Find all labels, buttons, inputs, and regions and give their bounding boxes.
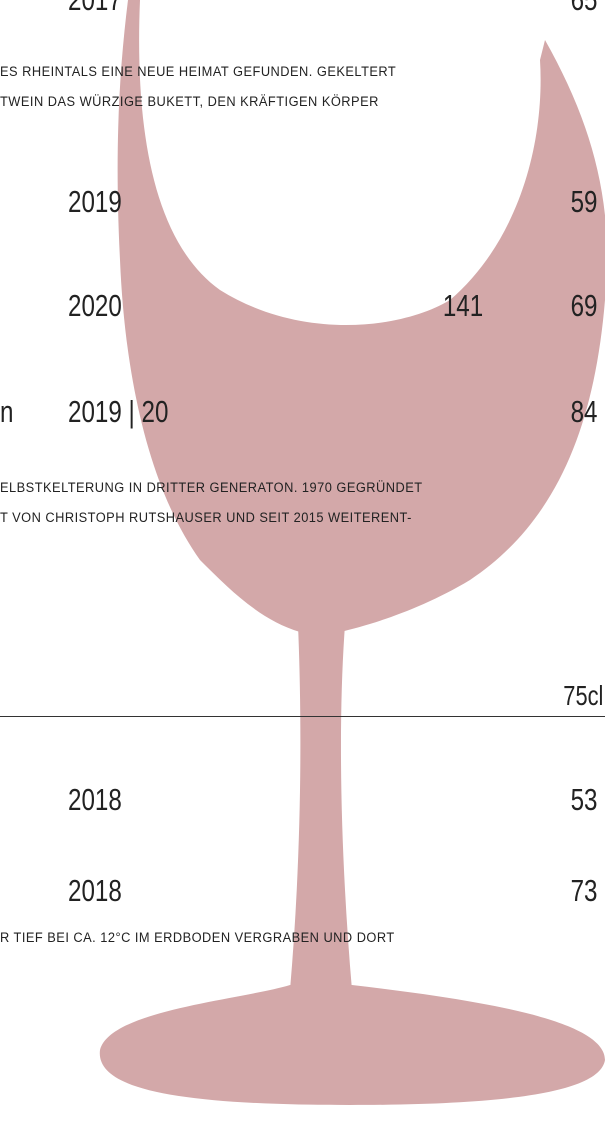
size: 141 — [442, 288, 484, 323]
description: TWEIN DAS WÜRZIGE BUKETT, DEN KRÄFTIGEN … — [0, 94, 379, 109]
price: 53 — [570, 782, 597, 817]
glass-base — [99, 985, 605, 1105]
description: R TIEF BEI CA. 12°C IM ERDBODEN VERGRABE… — [0, 930, 395, 945]
price: 73 — [570, 873, 597, 908]
year: 2020 — [68, 288, 122, 323]
divider — [0, 716, 605, 717]
price: 84 — [570, 394, 597, 429]
price: 69 — [570, 288, 597, 323]
description: ES RHEINTALS EINE NEUE HEIMAT GEFUNDEN. … — [0, 64, 397, 79]
glass-bowl — [117, 0, 605, 632]
description: ELBSTKELTERUNG IN DRITTER GENERATON. 197… — [0, 480, 423, 495]
price: 59 — [570, 184, 597, 219]
description: T VON CHRISTOPH RUTSHAUSER UND SEIT 2015… — [0, 510, 412, 525]
year: 2019 — [68, 184, 122, 219]
year: 2017 — [68, 0, 122, 15]
price: 65 — [570, 0, 597, 15]
wine-name: n — [0, 394, 14, 429]
year: 2018 — [68, 782, 122, 817]
section-header: 75cl — [562, 680, 603, 711]
year: 2019 | 20 — [68, 394, 169, 429]
year: 2018 — [68, 873, 122, 908]
